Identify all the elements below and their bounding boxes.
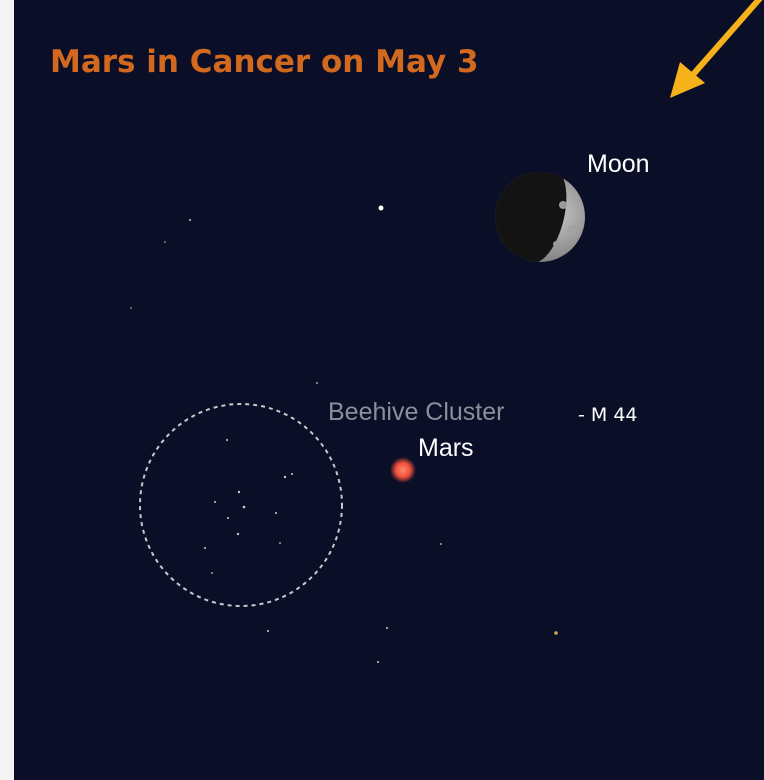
sky <box>14 0 764 780</box>
moon-label: Moon <box>587 150 650 178</box>
mars-label: Mars <box>418 434 474 462</box>
page: {"title": "Mars in Cancer on May 3", "la… <box>0 0 764 780</box>
sky-chart: Mars in Cancer on May 3 Moon Beehive Clu… <box>0 0 764 780</box>
mars <box>390 457 416 483</box>
cluster-id-label: - M 44 <box>578 404 638 426</box>
cluster-label: Beehive Cluster <box>328 398 504 426</box>
title: Mars in Cancer on May 3 <box>50 44 479 80</box>
